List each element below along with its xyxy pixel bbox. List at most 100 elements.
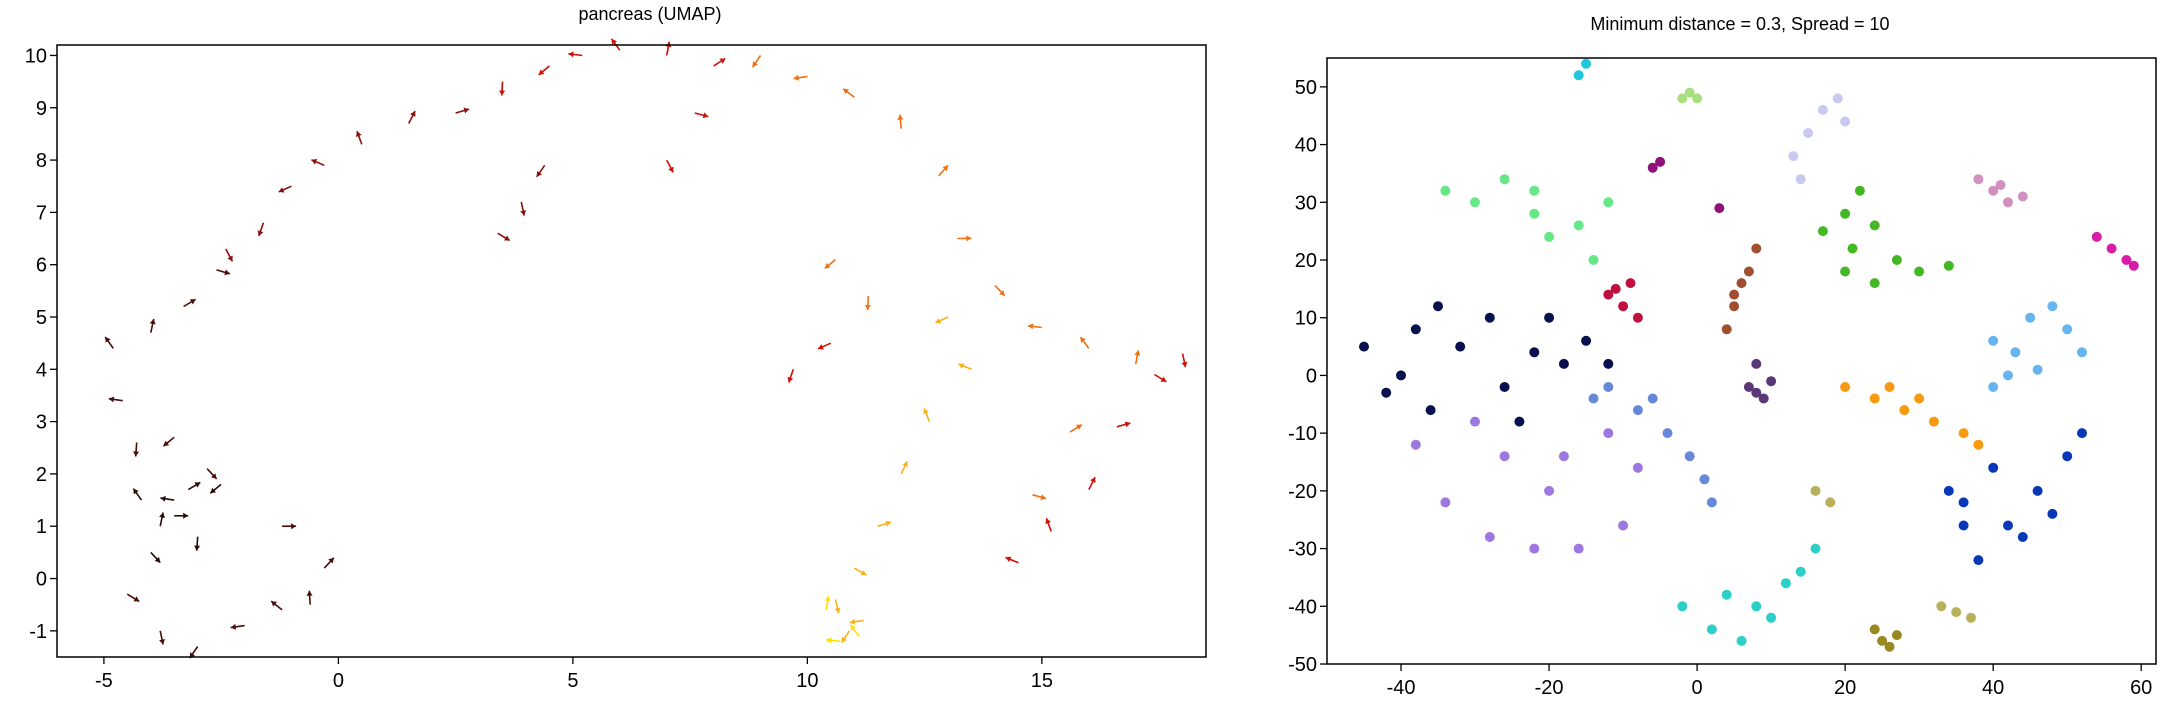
y-tick-label: -40 — [1288, 596, 1317, 618]
data-point — [1714, 203, 1725, 214]
data-point — [1514, 416, 1525, 427]
velocity-arrowhead — [942, 165, 948, 172]
x-tick-label: 0 — [1692, 677, 1703, 699]
data-point — [2017, 532, 2028, 542]
velocity-arrowhead — [787, 376, 794, 383]
data-point — [1788, 151, 1799, 162]
data-point — [1529, 208, 1540, 219]
data-point — [1795, 174, 1806, 185]
data-point — [1470, 197, 1480, 208]
x-tick-label: -40 — [1387, 677, 1416, 699]
data-point — [1803, 128, 1814, 138]
velocity-arrowhead — [133, 488, 139, 495]
data-point — [1817, 226, 1828, 237]
velocity-arrowhead — [702, 112, 709, 119]
data-point — [1647, 162, 1658, 173]
data-point — [1381, 387, 1392, 398]
velocity-arrowhead — [1124, 421, 1131, 428]
data-point — [2106, 243, 2117, 254]
data-point — [1988, 335, 1999, 346]
data-point — [2077, 428, 2087, 439]
velocity-arrowhead — [194, 545, 201, 551]
velocity-arrowhead — [504, 235, 510, 241]
data-point — [1736, 278, 1747, 289]
data-point — [1721, 589, 1732, 600]
velocity-arrowhead — [149, 319, 156, 325]
plot-area — [1359, 58, 2139, 652]
data-point — [1847, 243, 1858, 254]
velocity-arrowhead — [230, 623, 237, 630]
velocity-arrowhead — [355, 131, 362, 137]
data-point — [1544, 231, 1555, 242]
velocity-arrowhead — [311, 159, 318, 165]
velocity-arrowhead — [719, 58, 726, 64]
plot-frame — [56, 44, 1207, 658]
data-point — [1966, 612, 1976, 623]
velocity-arrowhead — [818, 344, 824, 350]
velocity-arrowhead — [154, 556, 161, 563]
data-point — [2003, 197, 2013, 208]
velocity-arrowhead — [108, 396, 115, 403]
data-point — [1677, 601, 1688, 612]
data-point — [2032, 364, 2043, 375]
data-point — [1891, 255, 1902, 265]
velocity-arrowhead — [1076, 424, 1082, 430]
x-tick-label: 20 — [1834, 677, 1856, 699]
data-point — [1958, 520, 1969, 531]
y-tick-label: 20 — [1295, 250, 1317, 272]
data-point — [1603, 358, 1614, 369]
data-point — [1544, 485, 1555, 496]
data-point — [1440, 497, 1451, 508]
data-point — [1632, 462, 1643, 473]
velocity-arrowhead — [1181, 361, 1188, 368]
data-point — [1780, 578, 1791, 589]
data-point — [2025, 312, 2036, 323]
data-point — [1684, 87, 1695, 98]
data-point — [1544, 312, 1555, 323]
velocity-arrowhead — [160, 495, 166, 502]
y-axis: -50 -40 -30 -20 -10 0 10 20 30 40 50 — [1288, 77, 1327, 676]
data-point — [1884, 382, 1895, 392]
data-point — [1396, 370, 1406, 381]
data-point — [1440, 185, 1451, 196]
data-point — [1499, 382, 1510, 392]
velocity-arrowhead — [824, 262, 831, 269]
data-point — [2077, 347, 2087, 358]
velocity-arrowhead — [935, 318, 942, 324]
y-tick-label: -1 — [29, 621, 47, 643]
data-point — [1610, 283, 1621, 294]
data-point — [1632, 405, 1643, 416]
data-point — [1973, 555, 1984, 566]
data-point — [1943, 485, 1954, 496]
velocity-arrowhead — [850, 624, 856, 631]
data-point — [1603, 428, 1614, 439]
data-point — [1603, 382, 1614, 392]
data-point — [1743, 266, 1754, 277]
data-point — [2091, 231, 2102, 242]
velocity-arrowhead — [1160, 376, 1167, 382]
data-point — [1914, 393, 1925, 404]
data-point — [1699, 474, 1710, 485]
umap-clusters-chart: Minimum distance = 0.3, Spread = 10 -50-… — [1288, 14, 2157, 699]
data-point — [1499, 451, 1510, 462]
data-point — [1706, 497, 1717, 508]
data-point — [1721, 324, 1732, 335]
data-point — [1854, 185, 1865, 196]
velocity-arrowhead — [227, 255, 233, 262]
data-point — [1729, 301, 1740, 312]
data-point — [2003, 520, 2013, 531]
data-point — [2017, 191, 2028, 202]
umap-velocity-chart: pancreas (UMAP) -1 0 1 2 3 4 5 6 7 8 9 10 -5 0 5 10 15 — [25, 4, 1207, 692]
velocity-arrowhead — [538, 69, 545, 75]
data-point — [1766, 376, 1777, 387]
data-point — [1840, 382, 1851, 392]
x-tick-label: 40 — [1982, 677, 2004, 699]
data-point — [1410, 439, 1421, 450]
data-point — [1618, 301, 1629, 312]
velocity-arrowhead — [210, 487, 216, 494]
data-point — [1891, 630, 1902, 641]
data-point — [1655, 156, 1666, 167]
data-point — [1573, 220, 1584, 231]
data-point — [2003, 370, 2013, 381]
data-point — [1603, 289, 1614, 300]
